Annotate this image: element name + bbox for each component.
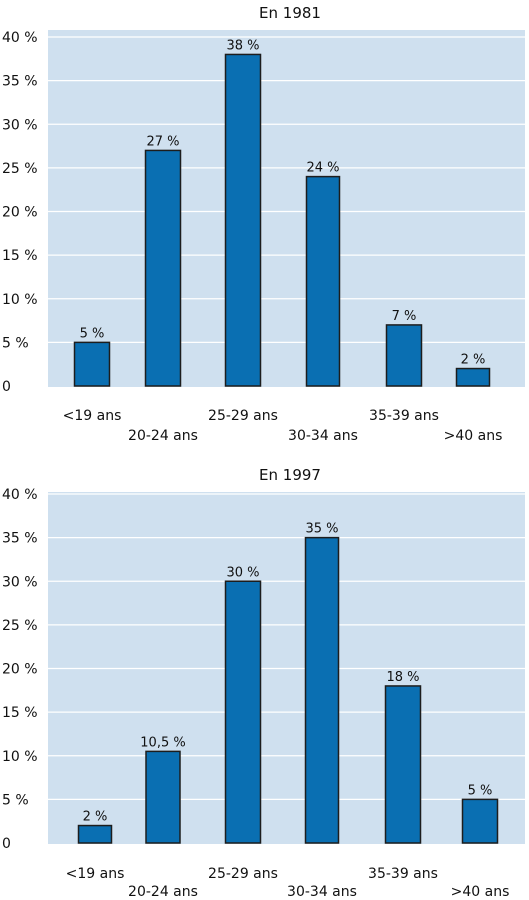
bar-5 [384,685,422,844]
y-tick-label: 0 [2,379,11,395]
bar-2 [145,750,181,844]
data-label: 38 % [226,38,259,53]
category-label: 25-29 ans [208,408,278,424]
category-labels: <19 ans 20-24 ans 25-29 ans 30-34 ans 35-39 … [63,408,503,444]
y-tick-label: 25 % [2,618,38,634]
data-label: 5 % [80,326,105,341]
bar-5 [385,324,423,387]
data-labels: 5 % 27 % 38 % 24 % 7 % 2 % [80,38,486,367]
y-tick-label: 10 % [2,749,38,765]
y-tick-label: 10 % [2,292,38,308]
bar-6 [455,367,491,387]
data-label: 2 % [461,353,486,368]
y-tick-label: 20 % [2,205,38,221]
plot-background [48,30,525,387]
bar-4 [305,175,341,387]
data-label: 35 % [305,522,338,537]
bar-1 [77,824,113,844]
y-tick-label: 40 % [2,487,38,503]
bar-2 [144,149,182,387]
y-tick-label: 5 % [2,335,29,351]
data-labels: 2 % 10,5 % 30 % 35 % 18 % 5 % [83,522,493,825]
bar-3 [224,53,262,387]
category-label: 30-34 ans [287,884,357,900]
category-label: <19 ans [66,866,125,882]
data-label: 2 % [83,810,108,825]
category-label: >40 ans [444,428,503,444]
y-tick-label: 5 % [2,792,29,808]
y-tick-label: 30 % [2,117,38,133]
bar-4 [304,536,340,844]
y-tick-label: 35 % [2,531,38,547]
category-label: 35-39 ans [369,408,439,424]
category-label: 25-29 ans [208,866,278,882]
category-label: >40 ans [451,884,510,900]
chart-1981: En 1981 0 5 % 10 % 15 % 20 % 25 % 30 % 35 % 40 %… [2,4,525,444]
bar-3 [224,580,262,844]
y-axis-ticks: 0 5 % 10 % 15 % 20 % 25 % 30 % 35 % 40 % [2,487,38,852]
bar-6 [461,798,499,844]
y-tick-label: 15 % [2,248,38,264]
y-tick-label: 25 % [2,161,38,177]
category-label: 35-39 ans [368,866,438,882]
y-tick-label: 20 % [2,662,38,678]
y-axis-ticks: 0 5 % 10 % 15 % 20 % 25 % 30 % 35 % 40 % [2,30,38,395]
data-label: 27 % [146,134,179,149]
gridlines [48,493,525,800]
y-tick-label: 40 % [2,30,38,46]
data-label: 5 % [468,783,493,798]
data-label: 24 % [306,161,339,176]
gridlines [48,36,525,343]
chart-title: En 1997 [259,466,321,484]
y-tick-label: 35 % [2,74,38,90]
category-label: 20-24 ans [128,428,198,444]
y-tick-label: 30 % [2,574,38,590]
y-tick-label: 0 [2,836,11,852]
data-label: 18 % [386,670,419,685]
y-tick-label: 15 % [2,705,38,721]
data-label: 7 % [392,309,417,324]
category-label: <19 ans [63,408,122,424]
data-label: 30 % [226,565,259,580]
chart-title: En 1981 [259,4,321,22]
category-label: 30-34 ans [288,428,358,444]
data-label: 10,5 % [140,735,185,750]
bars [77,536,499,844]
bars [73,53,491,387]
bar-1 [73,341,111,387]
category-label: 20-24 ans [128,884,198,900]
chart-1997: En 1997 0 5 % 10 % 15 % 20 % 25 % 30 % 35 % 40 %… [2,466,525,900]
